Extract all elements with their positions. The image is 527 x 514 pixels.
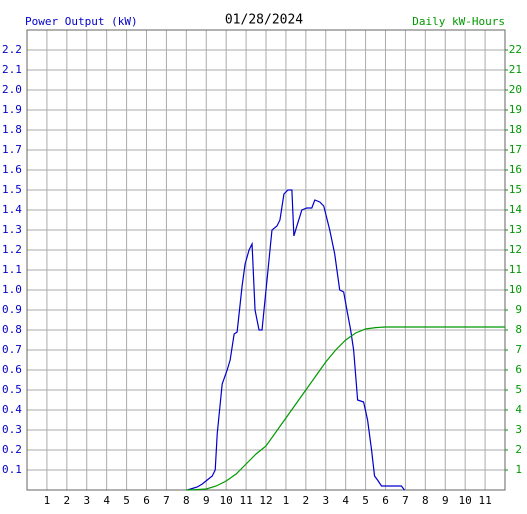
y2-tick-label: 4 (515, 403, 522, 416)
y2-tick-label: 17 (509, 143, 522, 156)
y2-tick-label: 15 (509, 183, 522, 196)
y2-tick-label: 12 (509, 243, 522, 256)
x-tick-label: 10 (459, 494, 472, 507)
y-tick-label: 0.2 (2, 443, 22, 456)
y-tick-label: 1.3 (2, 223, 22, 236)
x-tick-label: 4 (342, 494, 349, 507)
x-tick-label: 1 (44, 494, 51, 507)
x-tick-label: 3 (322, 494, 329, 507)
y-axis-title: Power Output (kW) (25, 15, 138, 28)
chart-title: 01/28/2024 (225, 13, 303, 28)
y-tick-label: 1.5 (2, 183, 22, 196)
x-tick-label: 8 (422, 494, 429, 507)
y-tick-label: 2.1 (2, 63, 22, 76)
y2-tick-label: 14 (509, 203, 523, 216)
y-tick-label: 0.6 (2, 363, 22, 376)
y2-tick-label: 22 (509, 43, 522, 56)
x-tick-label: 12 (259, 494, 272, 507)
y2-tick-label: 9 (515, 303, 522, 316)
x-tick-label: 7 (402, 494, 409, 507)
y2-tick-label: 13 (509, 223, 522, 236)
y2-tick-label: 7 (515, 343, 522, 356)
y-tick-label: 2.2 (2, 43, 22, 56)
y2-axis-title: Daily kW-Hours (412, 15, 505, 28)
y-tick-label: 0.9 (2, 303, 22, 316)
y-tick-label: 1.8 (2, 123, 22, 136)
y-tick-label: 2.0 (2, 83, 22, 96)
y-tick-label: 1.7 (2, 143, 22, 156)
y-tick-label: 0.3 (2, 423, 22, 436)
x-tick-label: 11 (239, 494, 252, 507)
y2-tick-label: 6 (515, 363, 522, 376)
x-tick-label: 2 (303, 494, 310, 507)
y-tick-label: 1.1 (2, 263, 22, 276)
y-tick-label: 0.7 (2, 343, 22, 356)
y2-tick-label: 5 (515, 383, 522, 396)
x-tick-label: 9 (442, 494, 449, 507)
y-tick-label: 1.0 (2, 283, 22, 296)
x-tick-label: 5 (362, 494, 369, 507)
x-tick-label: 9 (203, 494, 210, 507)
y-tick-label: 0.1 (2, 463, 22, 476)
y2-tick-label: 21 (509, 63, 522, 76)
y2-tick-label: 18 (509, 123, 522, 136)
x-tick-label: 5 (123, 494, 130, 507)
x-tick-label: 4 (103, 494, 110, 507)
y-tick-label: 0.5 (2, 383, 22, 396)
y-tick-label: 0.8 (2, 323, 22, 336)
y2-tick-label: 2 (515, 443, 522, 456)
x-tick-label: 7 (163, 494, 170, 507)
x-tick-label: 3 (83, 494, 90, 507)
y-tick-label: 0.4 (2, 403, 22, 416)
plot-frame (26, 29, 506, 491)
x-tick-label: 8 (183, 494, 190, 507)
y-tick-label: 1.2 (2, 243, 22, 256)
y2-tick-label: 16 (509, 163, 522, 176)
y2-tick-label: 10 (509, 283, 522, 296)
x-tick-label: 6 (143, 494, 150, 507)
x-tick-label: 6 (382, 494, 389, 507)
y-tick-label: 1.6 (2, 163, 22, 176)
y-tick-label: 1.4 (2, 203, 22, 216)
y2-tick-label: 3 (515, 423, 522, 436)
x-tick-label: 2 (64, 494, 71, 507)
series-line (186, 326, 505, 491)
series-line (187, 189, 405, 491)
x-tick-label: 10 (220, 494, 233, 507)
y2-tick-label: 19 (509, 103, 522, 116)
x-tick-label: 1 (283, 494, 290, 507)
y2-tick-label: 1 (515, 463, 522, 476)
x-tick-label: 11 (478, 494, 491, 507)
y2-tick-label: 20 (509, 83, 522, 96)
y2-tick-label: 8 (515, 323, 522, 336)
y-tick-label: 1.9 (2, 103, 22, 116)
y2-tick-label: 11 (509, 263, 522, 276)
